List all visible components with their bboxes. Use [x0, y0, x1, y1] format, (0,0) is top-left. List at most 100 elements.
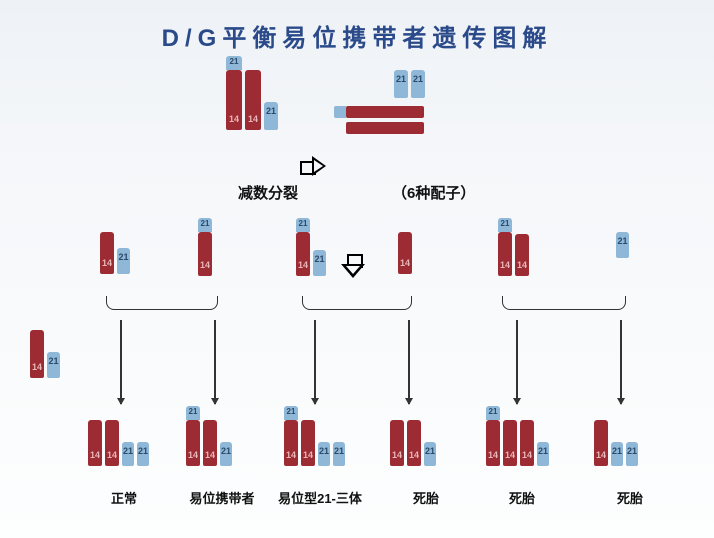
outcome-label: 正常 [74, 488, 174, 507]
chromosome-translocation-14-21: 1421 [486, 420, 500, 466]
chromosome-label: 21 [313, 254, 326, 264]
chromosome-21: 21 [333, 442, 345, 466]
outcome-label: 死胎 [376, 488, 476, 507]
chromosome-21: 21 [122, 442, 134, 466]
chromosome-14: 14 [88, 420, 102, 466]
paired-long-chromosome [346, 106, 424, 118]
chromosome-21: 21 [117, 248, 130, 274]
chromosome-label: 14 [498, 260, 512, 270]
arrow-down-line [120, 320, 122, 404]
chromosome-translocation-14-21: 1421 [226, 70, 242, 130]
diagram-canvas: 142114212121减数分裂（6种配子）142114211421211414… [0, 53, 714, 102]
chromosome-group: 1421 [100, 232, 130, 274]
chromosome-14: 14 [398, 232, 412, 274]
chromosome-label: 14 [226, 114, 242, 124]
chromosome-group: 1421141421 [486, 420, 549, 466]
chromosome-label: 14 [486, 450, 500, 460]
chromosome-21: 21 [220, 442, 232, 466]
chromosome-21: 21 [394, 70, 408, 98]
chromosome-label: 14 [594, 450, 608, 460]
chromosome-21: 21 [264, 102, 278, 130]
chromosome-14: 14 [245, 70, 261, 130]
chromosome-label: 21 [537, 446, 549, 456]
chromosome-21: 21 [318, 442, 330, 466]
chromosome-label: 14 [503, 450, 517, 460]
chromosome-group: 14211421 [226, 70, 278, 130]
outcome-label: 易位携带者 [172, 488, 272, 507]
chromosome-label: 21 [611, 446, 623, 456]
chromosome-group: 1421 [198, 232, 212, 276]
arrow-down-line [214, 320, 216, 404]
chromosome-label: 14 [88, 450, 102, 460]
chromosome-label: 21 [137, 446, 149, 456]
chromosome-label: 14 [284, 450, 298, 460]
chromosome-group: 142121 [296, 232, 326, 276]
chromosome-group: 14 [398, 232, 412, 274]
chromosome-translocation-14-21: 1421 [198, 232, 212, 276]
chromosome-label: 21 [220, 446, 232, 456]
chromosome-label: 14 [100, 258, 114, 268]
meiosis-label: 减数分裂 [238, 182, 298, 203]
chromosome-group: 14142121 [88, 420, 149, 466]
chromosome-14: 14 [407, 420, 421, 466]
chromosome-14: 14 [105, 420, 119, 466]
chromosome-14: 14 [520, 420, 534, 466]
paired-long-chromosome [346, 122, 424, 134]
chromosome-label: 14 [398, 258, 412, 268]
chromosome-14: 14 [594, 420, 608, 466]
chromosome-translocation-14-21: 1421 [296, 232, 310, 276]
chromosome-21: 21 [411, 70, 425, 98]
outcome-label: 死胎 [580, 488, 680, 507]
chromosome-21: 21 [537, 442, 549, 466]
chromosome-21: 21 [313, 250, 326, 276]
arrow-down-line [314, 320, 316, 404]
chromosome-label: 14 [407, 450, 421, 460]
chromosome-group: 1421 [30, 330, 60, 378]
chromosome-label: 21 [117, 252, 130, 262]
chromosome-cap-label: 21 [226, 57, 242, 66]
chromosome-14: 14 [503, 420, 517, 466]
chromosome-label: 14 [203, 450, 217, 460]
chromosome-14: 14 [301, 420, 315, 466]
chromosome-21: 21 [424, 442, 436, 466]
brace [302, 296, 412, 310]
arrow-right-icon [300, 157, 328, 175]
chromosome-label: 14 [520, 450, 534, 460]
chromosome-label: 21 [394, 74, 408, 84]
chromosome-label: 21 [424, 446, 436, 456]
chromosome-label: 14 [245, 114, 261, 124]
outcome-label: 易位型21-三体 [270, 488, 370, 507]
chromosome-cap-label: 21 [198, 219, 212, 228]
arrow-down-line [620, 320, 622, 404]
chromosome-cap-label: 21 [486, 407, 500, 416]
chromosome-label: 21 [616, 236, 629, 246]
chromosome-label: 21 [411, 74, 425, 84]
outcome-label: 死胎 [472, 488, 572, 507]
chromosome-21: 21 [137, 442, 149, 466]
chromosome-label: 21 [318, 446, 330, 456]
chromosome-label: 21 [626, 446, 638, 456]
chromosome-group: 21 [616, 232, 629, 258]
chromosome-cap-label: 21 [498, 219, 512, 228]
arrow-down-icon [342, 254, 364, 280]
brace [502, 296, 626, 310]
chromosome-translocation-14-21: 1421 [498, 232, 512, 276]
chromosome-label: 14 [105, 450, 119, 460]
chromosome-21: 21 [626, 442, 638, 466]
chromosome-group: 142114 [498, 232, 529, 276]
chromosome-21: 21 [47, 352, 60, 378]
chromosome-14: 14 [100, 232, 114, 274]
chromosome-label: 21 [47, 356, 60, 366]
arrow-down-line [516, 320, 518, 404]
diagram-title: D/G平衡易位携带者遗传图解 [0, 0, 714, 53]
gametes-count-label: （6种配子） [392, 182, 475, 203]
chromosome-14: 14 [30, 330, 44, 378]
chromosome-14: 14 [390, 420, 404, 466]
chromosome-label: 14 [198, 260, 212, 270]
chromosome-label: 21 [122, 446, 134, 456]
chromosome-label: 14 [30, 362, 44, 372]
chromosome-group: 1421142121 [284, 420, 345, 466]
chromosome-21: 21 [611, 442, 623, 466]
chromosome-label: 14 [301, 450, 315, 460]
chromosome-14: 14 [203, 420, 217, 466]
